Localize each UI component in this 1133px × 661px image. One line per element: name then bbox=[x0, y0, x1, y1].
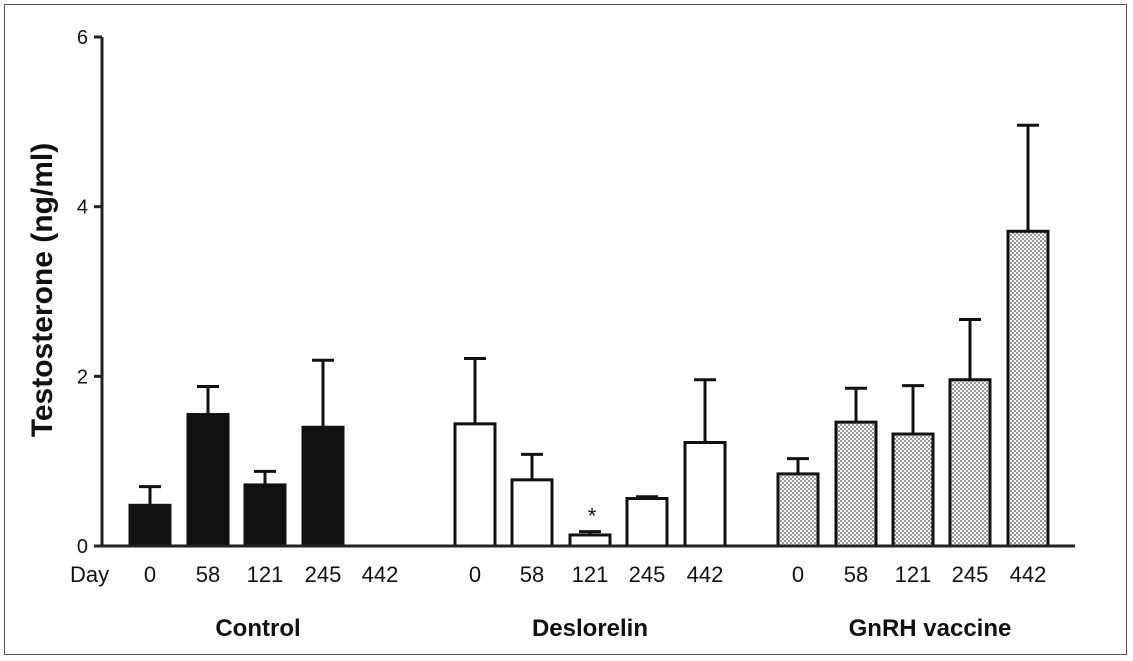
group-deslorelin: * bbox=[453, 357, 727, 548]
bar bbox=[128, 503, 172, 548]
y-tick-label: 0 bbox=[77, 536, 88, 558]
chart-frame bbox=[4, 4, 1127, 655]
bar bbox=[453, 422, 497, 548]
group-label: GnRH vaccine bbox=[849, 615, 1012, 642]
x-tick-label: 0 bbox=[469, 562, 481, 587]
x-tick-label: 58 bbox=[844, 562, 868, 587]
y-tick-label: 4 bbox=[77, 197, 88, 219]
bar bbox=[776, 472, 820, 548]
bar bbox=[568, 533, 612, 548]
y-axis: 0 2 4 6 bbox=[77, 27, 104, 558]
x-prefix-label: Day bbox=[70, 562, 109, 587]
group-label: Deslorelin bbox=[532, 615, 648, 642]
group-control bbox=[128, 358, 345, 548]
x-tick-label: 245 bbox=[629, 562, 666, 587]
x-tick-label: 0 bbox=[792, 562, 804, 587]
x-tick-label: 442 bbox=[687, 562, 724, 587]
bar bbox=[1006, 229, 1050, 548]
x-tick-label: 58 bbox=[196, 562, 220, 587]
bars: * bbox=[128, 123, 1050, 548]
bar bbox=[510, 478, 554, 548]
significance-marker: * bbox=[588, 504, 597, 529]
x-tick-label: 121 bbox=[895, 562, 932, 587]
x-axis: Day 0 58 121 245 442 Control 0 58 121 245 442 Deslor… bbox=[70, 544, 1075, 642]
bar bbox=[948, 378, 992, 548]
x-tick-label: 442 bbox=[362, 562, 399, 587]
x-tick-label: 442 bbox=[1010, 562, 1047, 587]
bar bbox=[186, 413, 230, 548]
group-label: Control bbox=[215, 615, 300, 642]
bar bbox=[243, 483, 287, 548]
y-tick-label: 6 bbox=[77, 27, 88, 49]
bar bbox=[625, 496, 669, 548]
x-tick-label: 245 bbox=[952, 562, 989, 587]
bar bbox=[891, 432, 935, 548]
y-axis-title: Testosterone (ng/ml) bbox=[26, 143, 59, 437]
bar bbox=[301, 425, 345, 548]
x-tick-label: 245 bbox=[305, 562, 342, 587]
x-tick-label: 121 bbox=[572, 562, 609, 587]
x-tick-label: 58 bbox=[520, 562, 544, 587]
group-gnrh-vaccine bbox=[776, 123, 1050, 548]
x-tick-label: 121 bbox=[247, 562, 284, 587]
y-tick-label: 2 bbox=[77, 366, 88, 388]
x-tick-label: 0 bbox=[144, 562, 156, 587]
bar bbox=[683, 441, 727, 548]
bar bbox=[834, 420, 878, 548]
